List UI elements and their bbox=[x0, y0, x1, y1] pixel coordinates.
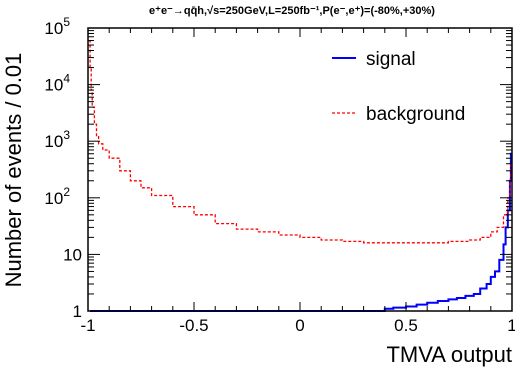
x-tick-label: 0 bbox=[295, 316, 304, 335]
plot-frame bbox=[87, 27, 513, 312]
plot-area: -1 -0.5 0 0.5 1 1 10 102 103 104 105 bbox=[44, 15, 515, 335]
x-tick-label: -1 bbox=[80, 316, 95, 335]
legend-label-signal: signal bbox=[366, 49, 416, 70]
series-signal bbox=[90, 152, 512, 312]
series-background bbox=[89, 39, 512, 244]
legend-label-background: background bbox=[366, 104, 465, 125]
y-tick-label: 102 bbox=[44, 185, 70, 208]
x-tick-label: 1 bbox=[507, 316, 515, 335]
x-tick-label: 0.5 bbox=[394, 316, 418, 335]
y-tick-label: 10 bbox=[63, 245, 82, 264]
legend: signal background bbox=[332, 49, 465, 125]
ticks-layer: -1 -0.5 0 0.5 1 1 10 102 103 104 105 bbox=[44, 15, 515, 335]
series-layer bbox=[89, 39, 512, 312]
chart-title: e⁺e⁻→qq̄h,√s=250GeV,L=250fb⁻¹,P(e⁻,e⁺)=(… bbox=[149, 5, 435, 17]
x-axis-label: TMVA output bbox=[386, 342, 512, 367]
y-axis-label: Number of events / 0.01 bbox=[1, 53, 26, 288]
y-tick-label: 103 bbox=[44, 128, 70, 151]
x-tick-label: -0.5 bbox=[179, 316, 208, 335]
y-tick-label: 1 bbox=[73, 302, 82, 321]
y-tick-label: 104 bbox=[44, 72, 70, 95]
y-tick-label: 105 bbox=[44, 15, 70, 38]
